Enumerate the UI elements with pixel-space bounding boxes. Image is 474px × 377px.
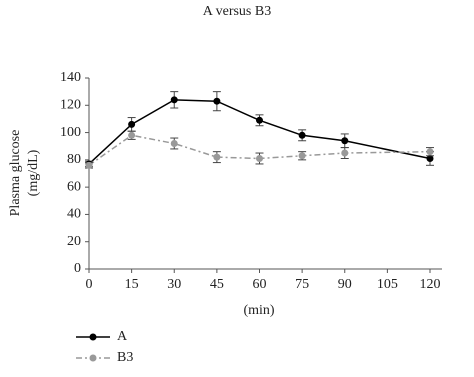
data-point — [298, 152, 306, 160]
x-tick-label: 90 — [338, 277, 352, 292]
series-line — [88, 99, 431, 165]
x-tick-label: 75 — [295, 277, 309, 292]
chart-title: A versus B3 — [203, 4, 271, 19]
data-point — [341, 149, 349, 157]
data-point — [256, 154, 263, 162]
data-point — [128, 131, 136, 139]
legend-label: B3 — [117, 350, 133, 365]
data-point — [213, 97, 221, 105]
y-axis-label: Plasma glucose — [8, 130, 23, 217]
data-point — [170, 96, 178, 104]
x-tick-label: 30 — [167, 277, 181, 292]
data-point — [128, 120, 136, 128]
y-tick-label: 80 — [67, 152, 81, 167]
data-point — [213, 153, 221, 161]
data-point — [341, 137, 349, 145]
legend-marker — [89, 354, 97, 362]
y-tick-label: 100 — [60, 125, 81, 140]
y-tick-label: 140 — [60, 70, 81, 85]
x-tick-label: 15 — [125, 277, 139, 292]
x-tick-label: 120 — [420, 277, 441, 292]
data-point — [426, 154, 434, 162]
x-axis-label: (min) — [243, 303, 274, 318]
data-point — [170, 139, 178, 147]
x-tick-label: 60 — [253, 277, 267, 292]
y-tick-label: 60 — [67, 179, 81, 194]
x-tick-label: 45 — [210, 277, 224, 292]
y-tick-label: 0 — [74, 261, 81, 276]
x-tick-label: 0 — [86, 277, 93, 292]
data-point — [256, 116, 263, 124]
y-tick-label: 120 — [60, 98, 81, 113]
y-axis-label: (mg/dL) — [26, 149, 41, 196]
y-tick-label: 20 — [67, 234, 81, 249]
data-point — [426, 148, 434, 156]
data-point — [298, 131, 306, 139]
legend-marker — [89, 333, 97, 341]
x-tick-label: 105 — [377, 277, 398, 292]
data-point — [85, 161, 93, 169]
y-tick-label: 40 — [67, 207, 81, 222]
legend-label: A — [117, 329, 128, 344]
series-line — [88, 134, 431, 166]
